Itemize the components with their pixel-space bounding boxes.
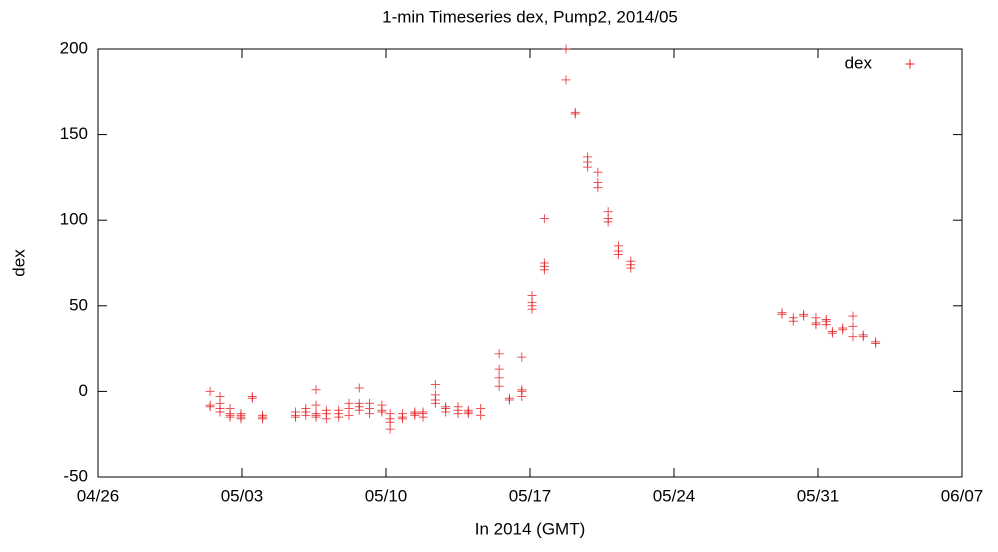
point <box>385 417 395 427</box>
point <box>236 412 246 422</box>
point <box>247 393 257 403</box>
x-axis-label: In 2014 (GMT) <box>475 519 586 538</box>
y-tick-label: 150 <box>60 124 88 143</box>
point <box>838 325 848 335</box>
point <box>603 217 613 227</box>
point <box>354 398 364 408</box>
point <box>205 400 215 410</box>
point <box>583 162 593 172</box>
point <box>476 410 486 420</box>
point <box>463 405 473 415</box>
point <box>385 409 395 419</box>
point <box>848 321 858 331</box>
point <box>570 109 580 119</box>
point <box>799 311 809 321</box>
point <box>215 404 225 414</box>
point <box>354 383 364 393</box>
point <box>321 409 331 419</box>
point <box>539 213 549 223</box>
x-tick-label: 05/24 <box>653 486 696 505</box>
point <box>848 332 858 342</box>
point <box>788 316 798 326</box>
point <box>494 381 504 391</box>
y-axis-label: dex <box>9 249 28 277</box>
point <box>821 320 831 330</box>
point <box>441 404 451 414</box>
point <box>311 410 321 420</box>
point <box>453 409 463 419</box>
point <box>418 407 428 417</box>
point <box>517 392 527 402</box>
point <box>561 44 571 54</box>
point <box>539 265 549 275</box>
point <box>258 412 268 422</box>
y-tick-label: 50 <box>69 295 88 314</box>
point <box>365 409 375 419</box>
point <box>517 352 527 362</box>
point <box>344 398 354 408</box>
point <box>827 328 837 338</box>
point <box>527 304 537 314</box>
point <box>504 395 514 405</box>
y-tick-label: 100 <box>60 210 88 229</box>
point <box>494 349 504 359</box>
point <box>593 183 603 193</box>
point <box>205 386 215 396</box>
x-tick-label: 05/17 <box>509 486 552 505</box>
point <box>430 380 440 390</box>
legend-label: dex <box>845 53 873 72</box>
point <box>613 249 623 259</box>
point <box>858 332 868 342</box>
y-tick-label: -50 <box>63 466 88 485</box>
chart-title: 1-min Timeseries dex, Pump2, 2014/05 <box>382 7 678 26</box>
legend-marker <box>905 59 915 69</box>
x-tick-label: 04/26 <box>77 486 120 505</box>
plot-frame <box>97 48 963 478</box>
point <box>311 400 321 410</box>
point <box>397 414 407 424</box>
point <box>377 407 387 417</box>
point <box>290 412 300 422</box>
x-tick-label: 05/10 <box>365 486 408 505</box>
point <box>494 373 504 383</box>
y-tick-label: 200 <box>60 38 88 57</box>
point <box>811 320 821 330</box>
point <box>494 364 504 374</box>
point <box>430 398 440 408</box>
point <box>561 75 571 85</box>
x-tick-label: 05/31 <box>797 486 840 505</box>
point <box>593 167 603 177</box>
point <box>410 410 420 420</box>
point <box>777 309 787 319</box>
x-tick-label: 06/07 <box>941 486 984 505</box>
point <box>365 398 375 408</box>
y-tick-label: 0 <box>79 381 88 400</box>
point <box>871 338 881 348</box>
point <box>334 412 344 422</box>
point <box>626 263 636 273</box>
x-tick-label: 05/03 <box>221 486 264 505</box>
point <box>225 410 235 420</box>
point <box>848 311 858 321</box>
point <box>311 385 321 395</box>
point <box>301 404 311 414</box>
